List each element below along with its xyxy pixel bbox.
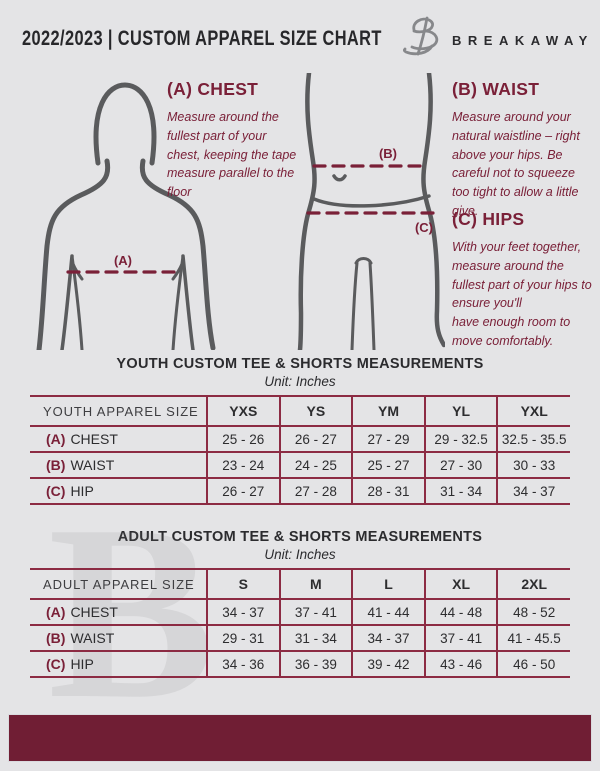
row-label: HIP [70, 483, 94, 499]
row-label-cell: (C) HIP [30, 477, 207, 505]
hips-description: With your feet together, measure around … [452, 240, 592, 348]
youth-section-header: YOUTH CUSTOM TEE & SHORTS MEASUREMENTS U… [0, 356, 600, 389]
chest-marker-label: (A) [114, 253, 132, 268]
row-label: WAIST [70, 457, 115, 473]
brand-name: BREAKAWAY [452, 33, 594, 48]
value-cell: 31 - 34 [278, 624, 353, 651]
value-cell: 27 - 28 [278, 477, 353, 505]
row-marker: (C) [46, 483, 66, 499]
youth-table-title: YOUTH CUSTOM TEE & SHORTS MEASUREMENTS [116, 356, 484, 372]
value-cell: 36 - 39 [278, 650, 353, 678]
row-label-cell: (B) WAIST [30, 451, 207, 478]
row-label: WAIST [70, 630, 115, 646]
value-cell: 29 - 32.5 [423, 425, 498, 452]
value-cell: 25 - 27 [351, 451, 425, 478]
value-cell: 46 - 50 [496, 650, 570, 678]
waist-heading: (B) WAIST [452, 79, 540, 99]
row-label-cell: (B) WAIST [30, 624, 207, 651]
waist-marker-label: (B) [379, 146, 397, 161]
youth-unit-label: Unit: Inches [264, 374, 336, 389]
value-cell: 43 - 46 [423, 650, 498, 678]
row-label: CHEST [70, 431, 118, 447]
waist-description: Measure around your natural waistline – … [452, 110, 580, 218]
footer-bar [8, 714, 592, 762]
adult-unit-label: Unit: Inches [264, 547, 336, 562]
hips-guide: (C) HIPS With your feet together, measur… [452, 209, 599, 351]
table-header-row: ADULT APPAREL SIZE S M L XL 2XL [30, 568, 570, 599]
row-marker: (C) [46, 656, 66, 672]
column-header-cell: YS [278, 395, 353, 426]
value-cell: 29 - 31 [206, 624, 280, 651]
row-label: CHEST [70, 604, 118, 620]
value-cell: 41 - 44 [351, 598, 425, 625]
adult-section-header: ADULT CUSTOM TEE & SHORTS MEASUREMENTS U… [0, 529, 600, 562]
row-marker: (B) [46, 630, 66, 646]
table-row: (A) CHEST 25 - 26 26 - 27 27 - 29 29 - 32… [30, 425, 570, 452]
value-cell: 34 - 37 [496, 477, 570, 505]
value-cell: 39 - 42 [351, 650, 425, 678]
lower-body-silhouette: (B) (C) [297, 73, 445, 350]
waist-guide: (B) WAIST Measure around your natural wa… [452, 79, 595, 221]
value-cell: 27 - 29 [351, 425, 425, 452]
row-label-cell: (A) CHEST [30, 425, 207, 452]
column-header-cell: XL [423, 568, 498, 599]
value-cell: 27 - 30 [423, 451, 498, 478]
adult-table-title: ADULT CUSTOM TEE & SHORTS MEASUREMENTS [117, 529, 483, 545]
value-cell: 24 - 25 [278, 451, 353, 478]
column-header-cell: 2XL [496, 568, 570, 599]
value-cell: 23 - 24 [206, 451, 280, 478]
chest-heading: (A) CHEST [167, 79, 259, 99]
chest-guide: (A) CHEST Measure around the fullest par… [167, 79, 301, 202]
value-cell: 37 - 41 [423, 624, 498, 651]
column-header-cell: S [206, 568, 280, 599]
row-marker: (B) [46, 457, 66, 473]
column-header-cell: ADULT APPAREL SIZE [30, 568, 207, 599]
column-header-cell: YM [351, 395, 425, 426]
value-cell: 48 - 52 [496, 598, 570, 625]
hips-heading: (C) HIPS [452, 209, 525, 229]
value-cell: 30 - 33 [496, 451, 570, 478]
value-cell: 31 - 34 [423, 477, 498, 505]
adult-size-table: ADULT APPAREL SIZE S M L XL 2XL (A) CHEST… [30, 568, 570, 678]
table-header-row: YOUTH APPAREL SIZE YXS YS YM YL YXL [30, 395, 570, 426]
value-cell: 25 - 26 [206, 425, 280, 452]
value-cell: 32.5 - 35.5 [496, 425, 570, 452]
table-row: (C) HIP 26 - 27 27 - 28 28 - 31 31 - 34 3… [30, 477, 570, 505]
youth-size-table: YOUTH APPAREL SIZE YXS YS YM YL YXL (A) C… [30, 395, 570, 505]
breakaway-logo-icon [402, 16, 439, 56]
column-header-cell: YL [423, 395, 498, 426]
row-marker: (A) [46, 431, 66, 447]
row-label-cell: (C) HIP [30, 650, 207, 678]
row-label: HIP [70, 656, 94, 672]
column-header-cell: YXL [496, 395, 570, 426]
row-marker: (A) [46, 604, 66, 620]
table-row: (C) HIP 34 - 36 36 - 39 39 - 42 43 - 46 4… [30, 650, 570, 678]
column-header-cell: M [278, 568, 353, 599]
value-cell: 41 - 45.5 [496, 624, 570, 651]
table-row: (B) WAIST 23 - 24 24 - 25 25 - 27 27 - 30… [30, 451, 570, 478]
table-row: (B) WAIST 29 - 31 31 - 34 34 - 37 37 - 41… [30, 624, 570, 651]
value-cell: 37 - 41 [278, 598, 353, 625]
hips-marker-label: (C) [415, 220, 433, 235]
value-cell: 34 - 36 [206, 650, 280, 678]
value-cell: 34 - 37 [206, 598, 280, 625]
upper-body-silhouette: (A) [36, 82, 216, 350]
column-header-cell: YOUTH APPAREL SIZE [30, 395, 207, 426]
column-header-cell: YXS [206, 395, 280, 426]
value-cell: 34 - 37 [351, 624, 425, 651]
value-cell: 44 - 48 [423, 598, 498, 625]
row-label-cell: (A) CHEST [30, 598, 207, 625]
chest-description: Measure around the fullest part of your … [167, 110, 297, 199]
page-title: 2022/2023 | CUSTOM APPAREL SIZE CHART [22, 27, 382, 50]
value-cell: 26 - 27 [278, 425, 353, 452]
table-row: (A) CHEST 34 - 37 37 - 41 41 - 44 44 - 48… [30, 598, 570, 625]
value-cell: 28 - 31 [351, 477, 425, 505]
value-cell: 26 - 27 [206, 477, 280, 505]
column-header-cell: L [351, 568, 425, 599]
